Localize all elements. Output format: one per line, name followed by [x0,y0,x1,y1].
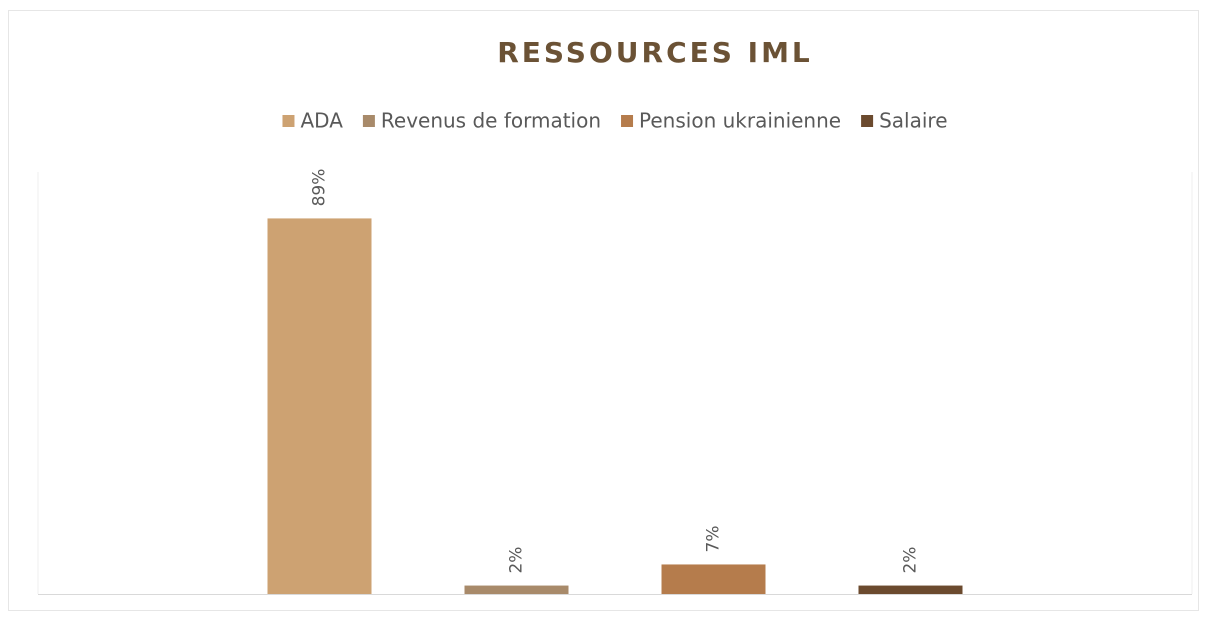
data-label: 89% [310,169,330,207]
legend-swatch [621,115,634,127]
legend-swatch [861,115,874,127]
legend-label: Revenus de formation [381,109,601,133]
legend-label: Pension ukrainienne [639,109,841,133]
chart-frame [8,10,1199,611]
data-label: 7% [704,525,724,552]
bar [267,218,372,595]
data-label: 2% [507,547,527,574]
bar [858,585,963,594]
data-label: 2% [901,547,921,574]
legend-label: Salaire [879,109,947,133]
chart-title: RESSOURCES IML [497,36,813,69]
bar [661,564,766,594]
legend-label: ADA [300,109,343,133]
bar [464,585,569,594]
legend-swatch [282,115,295,127]
legend-swatch [362,115,375,127]
